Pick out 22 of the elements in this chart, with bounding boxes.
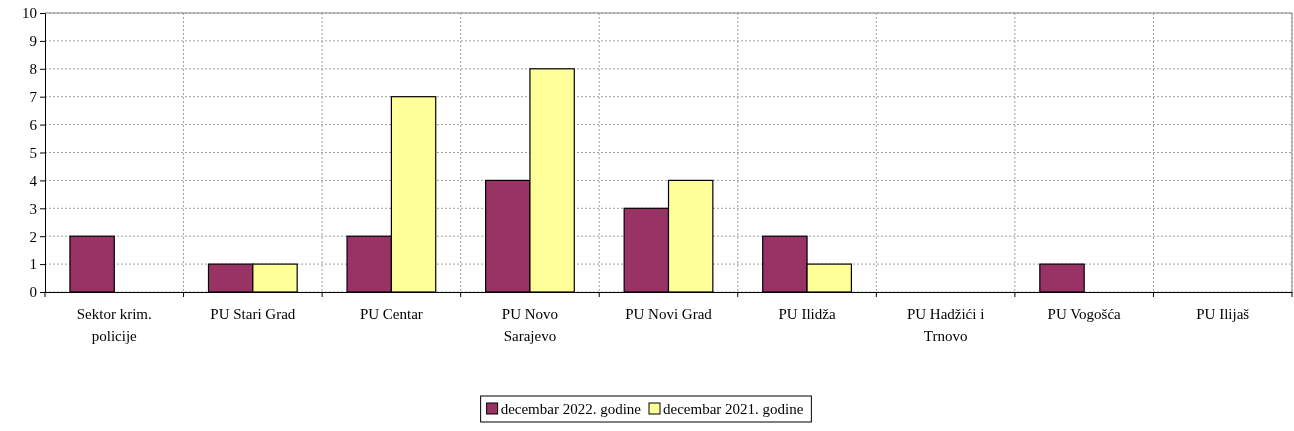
y-tick-label: 3 — [29, 200, 37, 217]
x-tick-label: PU Hadžići i Trnovo — [906, 306, 985, 344]
x-tick-label: PU Vogošća — [1047, 306, 1122, 322]
y-tick-label: 6 — [29, 116, 38, 133]
y-tick-label: 7 — [29, 89, 38, 105]
y-tick-label: 4 — [29, 172, 38, 189]
y-tick-label: 10 — [22, 5, 37, 22]
legend-label: decembar 2022. godine — [500, 401, 642, 418]
y-tick-label: 9 — [29, 33, 37, 50]
y-tick-label: 1 — [29, 256, 37, 273]
x-tick-label: PU Ilidža — [778, 306, 836, 322]
x-tick-label: PU Ilijaš — [1196, 306, 1250, 322]
x-tick-label: PU Novo Sarajevo — [501, 306, 559, 344]
y-tick-label: 0 — [29, 284, 37, 301]
x-tick-label: PU Novi Grad — [625, 306, 713, 322]
x-tick-label: PU Centar — [359, 306, 423, 322]
x-tick-label: PU Stari Grad — [210, 306, 296, 322]
y-tick-label: 8 — [29, 61, 37, 78]
legend-label: decembar 2021. godine — [663, 401, 804, 418]
x-tick-label: Sektor krim. policije — [76, 306, 152, 344]
y-tick-label: 2 — [29, 228, 37, 245]
y-tick-label: 5 — [29, 144, 37, 161]
